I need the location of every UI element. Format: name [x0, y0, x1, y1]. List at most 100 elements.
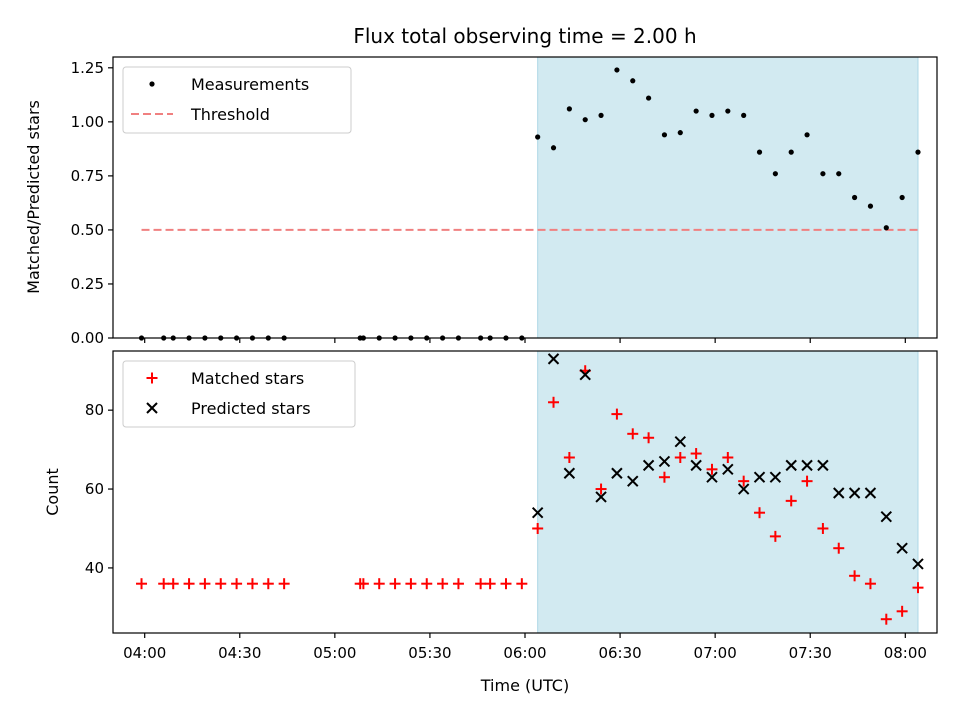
- bottom-point: [183, 578, 195, 590]
- bottom-point: [864, 578, 876, 590]
- bottom-point: [880, 510, 892, 523]
- bottom-point: [722, 451, 734, 463]
- bottom-point: [849, 570, 861, 582]
- bottom-point: [563, 451, 575, 463]
- bottom-point: [373, 578, 385, 590]
- top-point: [630, 78, 636, 84]
- bottom-point: [531, 506, 544, 519]
- bottom-point: [817, 459, 829, 472]
- top-point: [614, 67, 620, 73]
- bottom-legend-label: Matched stars: [191, 369, 304, 388]
- x-axis-label: Time (UTC): [480, 676, 569, 695]
- bottom-point: [658, 471, 670, 483]
- top-point: [535, 134, 541, 140]
- top-y-tick-label: 1.00: [71, 113, 104, 131]
- top-point: [677, 130, 683, 136]
- bottom-point: [722, 463, 734, 476]
- bottom-point: [579, 368, 591, 381]
- top-legend: Measurements Threshold: [122, 66, 352, 134]
- bottom-point: [674, 436, 686, 448]
- bottom-legend-box: [122, 360, 356, 428]
- bottom-point: [421, 578, 433, 590]
- bottom-observing-window: [537, 350, 919, 634]
- bottom-point: [452, 578, 464, 590]
- bottom-point: [475, 578, 487, 590]
- top-point: [915, 149, 921, 155]
- bottom-point: [611, 467, 623, 479]
- bottom-point: [532, 522, 544, 534]
- bottom-point: [737, 483, 750, 495]
- top-point: [804, 132, 810, 138]
- bottom-point: [357, 578, 369, 590]
- bottom-point: [785, 459, 797, 472]
- top-point: [646, 95, 652, 101]
- bottom-point: [158, 578, 170, 590]
- bottom-panel: 40 60 80 04:00 04:30 05:00 05:30 06:00 06:30 07:0…: [85, 350, 938, 662]
- bottom-point: [833, 542, 845, 554]
- bottom-point: [262, 578, 274, 590]
- bottom-point: [278, 578, 290, 590]
- bottom-point: [817, 522, 829, 534]
- bottom-x-tick-label: 04:30: [218, 644, 261, 662]
- top-point: [756, 149, 763, 155]
- bottom-x-tick-label: 05:30: [408, 644, 451, 662]
- bottom-point: [754, 507, 766, 519]
- top-point: [772, 171, 778, 177]
- bottom-point: [405, 578, 417, 590]
- bottom-point: [231, 578, 243, 590]
- bottom-point: [769, 530, 781, 542]
- top-point: [582, 117, 588, 123]
- top-legend-swatch: [149, 81, 155, 87]
- top-point: [566, 106, 572, 112]
- bottom-point: [706, 471, 718, 483]
- bottom-point: [595, 491, 607, 503]
- top-y-tick-label: 1.25: [71, 59, 104, 77]
- top-point: [550, 145, 557, 151]
- bottom-x-tick-label: 05:00: [313, 644, 356, 662]
- bottom-point: [848, 487, 861, 499]
- bottom-point: [484, 578, 496, 590]
- bottom-point: [690, 459, 702, 472]
- bottom-point: [246, 578, 258, 590]
- bottom-point: [563, 467, 576, 479]
- top-point: [693, 108, 699, 114]
- bottom-point: [516, 578, 528, 590]
- bottom-y-tick-label: 80: [85, 401, 104, 419]
- bottom-point: [912, 582, 924, 594]
- bottom-point: [642, 459, 655, 472]
- top-y-tick-label: 0.25: [71, 275, 104, 293]
- bottom-point: [136, 578, 148, 590]
- top-point: [725, 108, 731, 114]
- bottom-legend-label: Predicted stars: [191, 399, 311, 418]
- bottom-point: [643, 432, 655, 444]
- top-panel: 0.00 0.25 0.50 0.75 1.00 1.25 Measurements Thre…: [71, 56, 938, 347]
- bottom-point: [912, 558, 924, 570]
- bottom-point: [547, 353, 560, 365]
- bottom-point: [658, 455, 671, 468]
- bottom-legend-swatch: [146, 372, 158, 384]
- bottom-point: [627, 475, 639, 487]
- bottom-point: [167, 578, 179, 590]
- bottom-point: [215, 578, 227, 590]
- chart-title: Flux total observing time = 2.00 h: [353, 24, 696, 48]
- bottom-point: [880, 613, 892, 625]
- bottom-point: [500, 578, 512, 590]
- bottom-point: [199, 578, 211, 590]
- bottom-x-tick-label: 07:00: [694, 644, 737, 662]
- bottom-point: [437, 578, 449, 590]
- bottom-point: [801, 475, 813, 487]
- top-point: [598, 112, 604, 118]
- bottom-x-tick-label: 06:00: [503, 644, 546, 662]
- top-point: [852, 194, 858, 201]
- top-y-tick-label: 0.50: [71, 221, 104, 239]
- top-point: [661, 132, 668, 138]
- top-point: [741, 112, 747, 118]
- bottom-point: [753, 471, 766, 483]
- top-point: [883, 225, 889, 231]
- bottom-point: [627, 428, 639, 440]
- bottom-x-tick-label: 06:30: [598, 644, 641, 662]
- bottom-legend-swatch: [146, 402, 158, 414]
- bottom-point: [833, 487, 845, 499]
- bottom-legend: Matched stars Predicted stars: [122, 360, 356, 428]
